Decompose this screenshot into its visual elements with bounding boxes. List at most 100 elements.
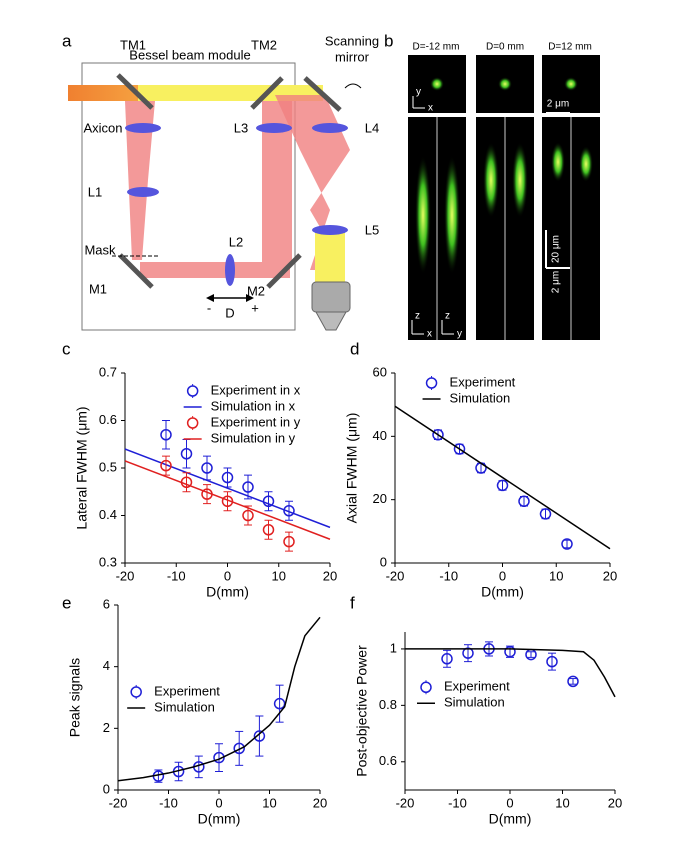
scale-label: 2 μm (551, 271, 562, 293)
x-tick-label: 20 (608, 795, 622, 810)
data-point (221, 471, 234, 484)
y-tick-label: 6 (103, 596, 110, 611)
data-point (262, 524, 275, 536)
panel-label: d (350, 339, 359, 358)
scan-arrow (344, 83, 362, 89)
y-axis-label: Post-objective Power (354, 645, 370, 777)
label: Axicon (83, 120, 122, 135)
x-tick-label: -10 (159, 795, 178, 810)
spot (564, 77, 578, 91)
data-point (432, 429, 444, 441)
mirror (118, 253, 154, 289)
data-point (180, 448, 193, 460)
legend-label: Experiment in y (211, 414, 301, 429)
legend-symbol (420, 681, 432, 694)
lens (127, 187, 159, 197)
data-point (518, 495, 530, 507)
profile (483, 142, 499, 218)
y-tick-label: 0.5 (99, 459, 117, 474)
label: Scanning (325, 33, 379, 48)
label: M2 (247, 283, 265, 298)
simulation-line (124, 448, 331, 529)
column-label: D=-12 mm (413, 42, 460, 53)
label: - (207, 300, 211, 315)
x-tick-label: -20 (116, 568, 135, 583)
simulation-line (124, 460, 331, 540)
x-tick-label: 0 (215, 795, 222, 810)
legend-label: Experiment (450, 374, 516, 389)
panel-label: c (62, 339, 71, 358)
x-tick-label: 10 (555, 795, 569, 810)
y-axis-label: Axial FWHM (μm) (344, 413, 360, 524)
column-label: D=12 mm (548, 42, 592, 53)
panel-b: b D=-12 mm D=0 mm D=12 mm y x 2 μm 20 μm… (384, 31, 600, 340)
x-tick-label: 0 (499, 568, 506, 583)
data-point (567, 675, 579, 688)
data-point (441, 653, 453, 665)
data-point (453, 443, 466, 455)
arrowhead (246, 294, 254, 302)
profile (444, 155, 460, 275)
y-tick-label: 2 (103, 720, 110, 735)
data-point (213, 751, 225, 764)
beam (262, 101, 292, 262)
panel-label: e (62, 593, 71, 612)
label: TM1 (120, 37, 146, 52)
axis-label: z (445, 311, 450, 322)
x-axis-label: D(mm) (206, 584, 249, 600)
label: L5 (365, 222, 379, 237)
x-tick-label: -10 (167, 568, 186, 583)
profile (512, 142, 528, 218)
x-tick-label: 20 (603, 568, 617, 583)
y-tick-label: 4 (103, 658, 110, 673)
profile (415, 155, 431, 275)
lens (312, 225, 348, 235)
label: L4 (365, 120, 379, 135)
label: Mask (84, 242, 116, 257)
x-tick-label: -20 (109, 795, 128, 810)
x-tick-label: -20 (386, 568, 405, 583)
axis-label: x (427, 329, 432, 340)
lens (312, 123, 348, 133)
simulation-line (405, 648, 616, 698)
input-beam (68, 85, 138, 101)
column-label: D=0 mm (486, 42, 524, 53)
panel-a: a Bessel beam module TM1 TM2 Scanning mi… (62, 31, 379, 331)
lens (125, 123, 161, 133)
y-tick-label: 60 (373, 364, 387, 379)
panel-label: b (384, 31, 393, 50)
scale-label: 2 μm (547, 99, 569, 110)
label: L3 (234, 120, 248, 135)
panel-label: a (62, 31, 72, 50)
label: + (251, 300, 259, 315)
x-tick-label: -10 (439, 568, 458, 583)
beam (140, 262, 290, 278)
y-axis-label: Peak signals (67, 658, 83, 737)
mirror (250, 76, 284, 110)
x-tick-label: -20 (396, 795, 415, 810)
legend-label: Experiment (154, 683, 220, 698)
profile (551, 142, 565, 182)
spot (430, 77, 444, 91)
data-point (160, 429, 172, 441)
simulation-line (117, 616, 321, 782)
y-tick-label: 0.4 (99, 507, 117, 522)
data-point (539, 508, 552, 520)
x-tick-label: 10 (549, 568, 563, 583)
profile (579, 146, 593, 182)
legend-label: Experiment in x (211, 382, 301, 397)
axis-label: y (416, 87, 421, 98)
legend-symbol (130, 686, 142, 698)
x-tick-label: 20 (323, 568, 337, 583)
y-tick-label: 40 (373, 428, 387, 443)
label: L1 (88, 184, 102, 199)
y-tick-label: 0.3 (99, 554, 117, 569)
axis-label: x (428, 103, 433, 114)
legend-label: Simulation (444, 695, 505, 710)
y-tick-label: 0.7 (99, 364, 117, 379)
simulation-line (394, 405, 611, 550)
x-tick-label: -10 (448, 795, 467, 810)
beam (125, 101, 155, 260)
panel-label: f (350, 593, 355, 612)
